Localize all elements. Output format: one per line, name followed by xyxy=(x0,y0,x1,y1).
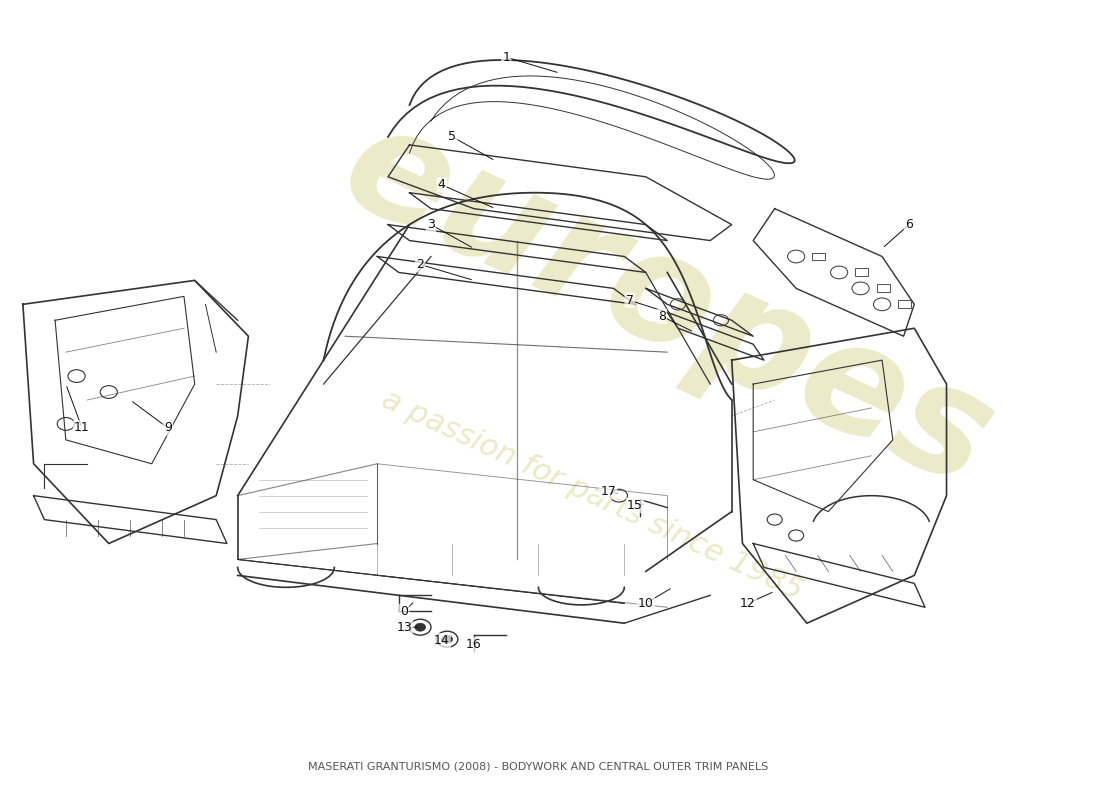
Text: 7: 7 xyxy=(626,294,634,307)
Text: 11: 11 xyxy=(74,422,90,434)
Text: 6: 6 xyxy=(905,218,913,231)
Circle shape xyxy=(415,623,426,631)
Text: a passion for parts since 1985: a passion for parts since 1985 xyxy=(377,385,807,606)
Text: 12: 12 xyxy=(740,597,756,610)
Bar xyxy=(812,253,825,261)
Text: 10: 10 xyxy=(638,597,653,610)
Bar xyxy=(855,269,868,277)
Text: europes: europes xyxy=(320,90,1014,519)
Text: 8: 8 xyxy=(658,310,666,322)
Bar xyxy=(899,300,911,308)
Text: 0: 0 xyxy=(400,605,408,618)
Text: 16: 16 xyxy=(466,638,482,651)
Text: 5: 5 xyxy=(449,130,456,143)
Text: 13: 13 xyxy=(396,621,412,634)
Text: 17: 17 xyxy=(601,485,616,498)
Circle shape xyxy=(442,635,452,643)
Text: 1: 1 xyxy=(503,50,510,64)
Text: 14: 14 xyxy=(433,634,450,647)
Text: 4: 4 xyxy=(438,178,446,191)
Text: MASERATI GRANTURISMO (2008) - BODYWORK AND CENTRAL OUTER TRIM PANELS: MASERATI GRANTURISMO (2008) - BODYWORK A… xyxy=(308,762,769,772)
Text: 2: 2 xyxy=(416,258,425,271)
Bar xyxy=(877,285,890,292)
Text: 15: 15 xyxy=(627,498,644,512)
Text: 3: 3 xyxy=(427,218,434,231)
Text: 9: 9 xyxy=(164,422,172,434)
